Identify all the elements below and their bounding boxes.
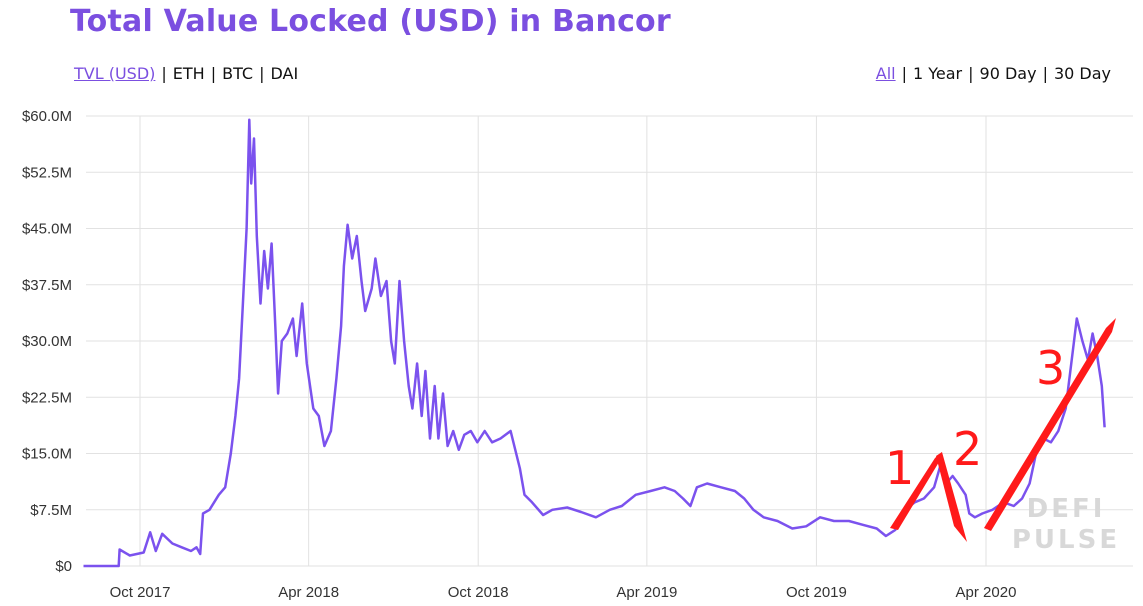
arrow-3-shape [984,318,1116,531]
y-tick-label: $37.5M [22,277,72,294]
separator: | [210,64,217,83]
metric-tabs: TVL (USD) | ETH | BTC | DAI [74,64,298,83]
arrow-2-shape [936,452,967,542]
watermark-line-2: PULSE [1012,525,1120,555]
x-tick-label: Apr 2020 [956,584,1017,601]
y-tick-label: $0 [55,558,72,575]
y-tick-label: $52.5M [22,164,72,181]
tab-range-1-year[interactable]: 1 Year [912,64,963,83]
tab-btc[interactable]: BTC [222,64,254,83]
range-tabs: All | 1 Year | 90 Day | 30 Day [876,64,1111,83]
tab-dai[interactable]: DAI [270,64,299,83]
tab-tvl-usd[interactable]: TVL (USD) [74,64,156,83]
grid-lines [86,115,1133,567]
tab-range-90-day[interactable]: 90 Day [979,64,1037,83]
annotation-1-label: 1 [885,441,914,495]
annotation-2-label: 2 [953,422,982,476]
y-tick-label: $45.0M [22,221,72,238]
separator: | [161,64,167,83]
x-tick-label: Apr 2018 [278,584,339,601]
x-tick-label: Oct 2018 [448,584,509,601]
x-tick-label: Oct 2017 [110,584,171,601]
y-tick-label: $22.5M [22,389,72,406]
watermark-line-1: DEFI [1027,494,1106,524]
separator: | [1042,64,1048,83]
defi-pulse-watermark: DEFI PULSE [1012,494,1120,555]
annotation-3-label: 3 [1036,341,1065,395]
x-tick-label: Apr 2019 [616,584,677,601]
chart-title: Total Value Locked (USD) in Bancor [70,4,671,39]
separator: | [968,64,974,83]
series-line [83,118,1106,568]
tab-range-30-day[interactable]: 30 Day [1053,64,1111,83]
separator: | [259,64,265,83]
y-axis-ticks: $0 $7.5M $15.0M $22.5M $30.0M $37.5M $45.0M $52… [22,108,72,575]
y-tick-label: $7.5M [30,502,72,519]
arrow-1-shape [890,452,942,530]
y-tick-label: $15.0M [22,446,72,463]
annotations: 1 2 3 [885,318,1116,542]
separator: | [901,64,907,83]
tab-eth[interactable]: ETH [172,64,205,83]
x-axis-ticks: Oct 2017 Apr 2018 Oct 2018 Apr 2019 Oct 2019… [110,584,1017,601]
y-tick-label: $30.0M [22,333,72,350]
x-tick-label: Oct 2019 [786,584,847,601]
tab-range-all[interactable]: All [875,64,896,83]
y-tick-label: $60.0M [22,108,72,125]
